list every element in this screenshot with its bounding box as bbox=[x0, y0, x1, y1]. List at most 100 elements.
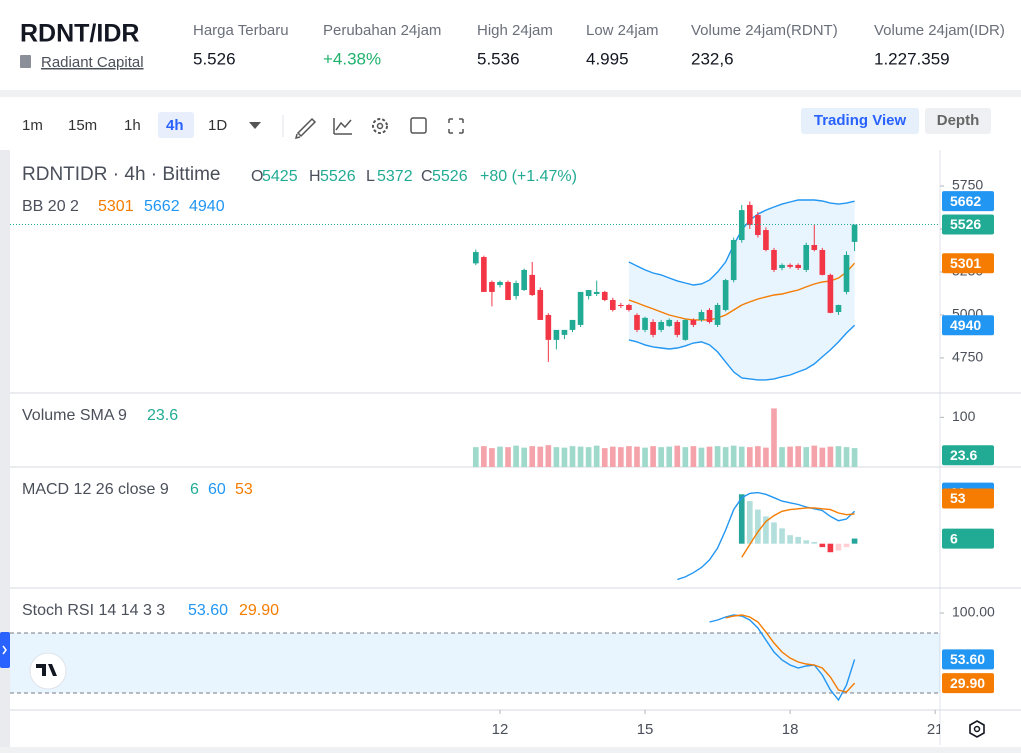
side-tab[interactable] bbox=[0, 632, 10, 668]
candle-body bbox=[722, 280, 729, 310]
macd-histogram bbox=[787, 535, 793, 544]
macd-histogram bbox=[779, 528, 785, 544]
candle-body bbox=[626, 304, 632, 310]
legend-value: 53.60 bbox=[188, 602, 228, 619]
bb-middle bbox=[628, 262, 856, 321]
save-icon[interactable] bbox=[410, 117, 427, 134]
volume-bar bbox=[601, 448, 608, 467]
view-tab[interactable]: Trading View bbox=[814, 112, 907, 129]
candle-body bbox=[561, 329, 568, 335]
symbol: RDNT/IDR bbox=[20, 20, 139, 48]
settings-icon[interactable] bbox=[372, 118, 388, 134]
price-badge bbox=[942, 253, 994, 274]
candle-body bbox=[601, 291, 608, 301]
macd-histogram bbox=[835, 543, 842, 551]
interval[interactable]: 1D bbox=[208, 117, 227, 134]
view-tab-bg[interactable] bbox=[925, 108, 991, 134]
project-link[interactable]: Radiant Capital bbox=[41, 54, 144, 71]
volume-bar bbox=[593, 445, 600, 467]
volume-bar bbox=[521, 447, 527, 467]
interval-active-bg bbox=[158, 112, 194, 138]
logo-mark bbox=[36, 664, 57, 676]
interval[interactable]: 15m bbox=[68, 117, 97, 134]
legend-value: 29.90 bbox=[239, 602, 279, 619]
candle-body bbox=[658, 322, 664, 330]
indicator-icon[interactable] bbox=[333, 118, 352, 135]
volume-bar bbox=[569, 446, 576, 467]
volume-bar bbox=[577, 446, 584, 467]
scale-settings[interactable] bbox=[969, 720, 985, 738]
price-badge bbox=[942, 214, 994, 235]
candle-body bbox=[553, 329, 560, 340]
stats: Harga Terbaru 5.526 Perubahan 24jam +4.38% H… bbox=[193, 22, 1005, 69]
dropdown-arrow[interactable] bbox=[249, 122, 261, 129]
view-tab[interactable]: Depth bbox=[937, 112, 980, 129]
price-badge bbox=[942, 191, 994, 212]
draw-icon[interactable] bbox=[294, 117, 317, 140]
price-badge-label: 5526 bbox=[950, 216, 981, 232]
candle-body bbox=[666, 319, 673, 326]
y-tick-label: 100 bbox=[952, 408, 976, 424]
volume-bar bbox=[843, 447, 850, 467]
pane-title: RDNTIDR · 4h · Bittime bbox=[22, 164, 220, 185]
volume-bar bbox=[755, 446, 761, 467]
candle-body bbox=[682, 319, 689, 340]
stat-label: Low 24jam bbox=[586, 22, 659, 39]
volume-bar bbox=[561, 447, 568, 467]
candle-body bbox=[650, 322, 656, 335]
change: +80 (+1.47%) bbox=[480, 168, 577, 185]
left-strip bbox=[0, 150, 10, 747]
price-badge-label: 5662 bbox=[950, 193, 981, 209]
interval[interactable]: 4h bbox=[166, 117, 184, 134]
x-tick-label: 18 bbox=[782, 721, 799, 738]
candle-body bbox=[851, 224, 858, 242]
view-tab-bg[interactable] bbox=[801, 108, 919, 134]
side-tab-arrow bbox=[2, 645, 7, 655]
y-tick-label: 100.00 bbox=[952, 604, 995, 620]
volume-bar bbox=[771, 408, 777, 467]
volume-bar bbox=[819, 447, 826, 467]
volume-bar bbox=[690, 446, 697, 467]
price-badge bbox=[942, 649, 994, 670]
pane-title: MACD 12 26 close 9 bbox=[22, 481, 169, 498]
macd-histogram bbox=[803, 540, 810, 544]
volume-bar bbox=[763, 447, 769, 467]
stat-value: 5.526 bbox=[193, 49, 236, 68]
candle-body bbox=[472, 252, 479, 264]
bb-lower bbox=[628, 324, 856, 381]
candle-body bbox=[690, 319, 697, 325]
volume-bar bbox=[682, 447, 689, 467]
candle-body bbox=[505, 281, 511, 301]
volume-bar bbox=[851, 448, 858, 467]
volume-bar bbox=[537, 446, 544, 467]
chart-card bbox=[0, 97, 1021, 747]
volume-bar bbox=[513, 445, 519, 467]
interval[interactable]: 1m bbox=[22, 117, 43, 134]
candle-body bbox=[585, 290, 592, 297]
fullscreen-icon[interactable] bbox=[448, 118, 464, 134]
x-tick-label: 15 bbox=[637, 721, 654, 738]
candle-body bbox=[545, 314, 552, 340]
volume-bar bbox=[642, 447, 648, 467]
macd-histogram bbox=[746, 501, 753, 544]
tv-logo bbox=[29, 652, 67, 690]
volume-bar bbox=[497, 446, 503, 467]
book-icon bbox=[20, 55, 31, 68]
volume-bar bbox=[795, 446, 801, 467]
candle-body bbox=[513, 282, 519, 297]
candle-body bbox=[634, 314, 640, 330]
scale-settings-icon[interactable] bbox=[969, 720, 985, 738]
macd-histogram bbox=[771, 522, 777, 544]
ohlc-label: L bbox=[366, 168, 375, 185]
macd-histogram bbox=[763, 516, 769, 544]
volume-bar bbox=[609, 446, 616, 467]
volume-bar bbox=[787, 446, 793, 467]
price-badge bbox=[942, 445, 994, 466]
price-badge bbox=[942, 488, 994, 509]
candle-body bbox=[489, 281, 495, 292]
candle-body bbox=[537, 290, 544, 320]
candle-body bbox=[698, 312, 705, 320]
interval[interactable]: 1h bbox=[124, 117, 141, 134]
